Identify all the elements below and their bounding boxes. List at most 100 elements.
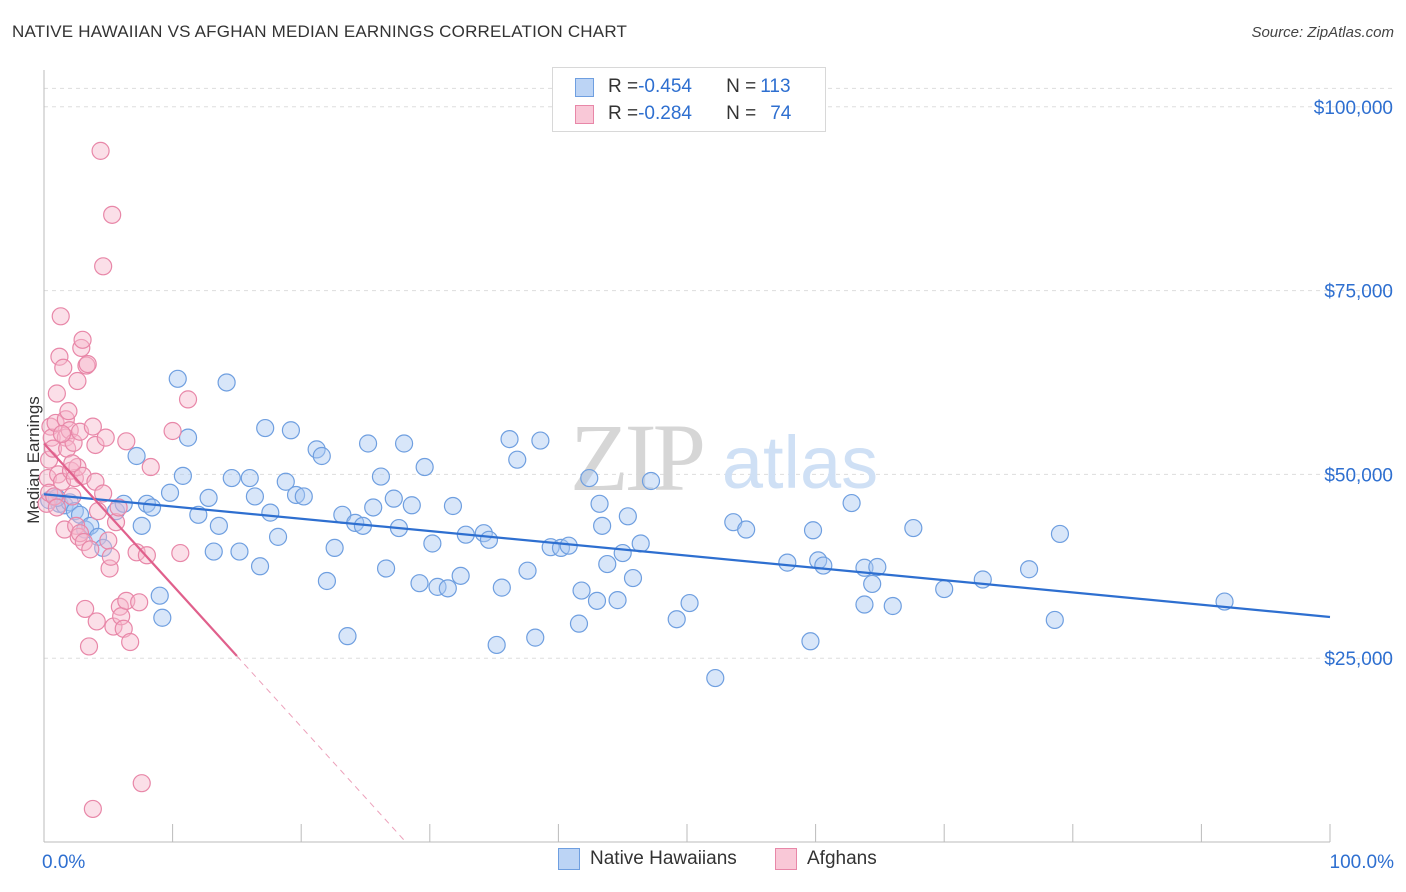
afghan-point xyxy=(70,524,90,543)
legend-label: Native Hawaiians xyxy=(590,848,737,869)
afghan-point xyxy=(132,774,151,793)
watermark-zip: ZIP xyxy=(570,404,703,511)
n-label: N = xyxy=(726,76,757,97)
r-value: -0.284 xyxy=(638,103,692,124)
native-hawaiian-point xyxy=(631,534,650,553)
afghan-point xyxy=(178,390,198,409)
native-hawaiian-point xyxy=(384,489,403,508)
native-hawaiian-point xyxy=(1019,560,1039,579)
native-hawaiian-point xyxy=(438,579,457,598)
afghan-point xyxy=(63,454,82,473)
axis-layer xyxy=(43,70,1331,843)
afghan-trend-line xyxy=(43,442,238,657)
native-hawaiian-point xyxy=(618,507,637,526)
afghan-point xyxy=(83,417,102,436)
native-hawaiian-point xyxy=(608,591,627,610)
pink-swatch xyxy=(775,848,797,870)
native-hawaiian-point xyxy=(371,467,391,486)
watermark: ZIP atlas xyxy=(570,404,878,511)
native-hawaiian-point xyxy=(855,595,874,614)
native-hawaiian-point xyxy=(443,496,463,516)
afghan-point xyxy=(46,413,65,433)
afghan-point xyxy=(73,330,92,349)
native-hawaiian-point xyxy=(479,530,499,549)
native-hawaiian-point xyxy=(376,559,396,578)
bottom-legend: Native Hawaiians Afghans xyxy=(0,848,1406,878)
n-value: 74 xyxy=(770,103,792,124)
native-hawaiian-point xyxy=(1050,524,1070,544)
legend-afghans: Afghans xyxy=(775,848,877,870)
native-hawaiian-point xyxy=(667,610,686,629)
native-hawaiian-point xyxy=(590,494,609,513)
native-hawaiian-point xyxy=(153,608,172,627)
native-hawaiian-point xyxy=(487,635,506,655)
afghan-point xyxy=(83,799,102,819)
x-tick-label-max: 100.0% xyxy=(1329,852,1394,873)
native-hawaiian-point xyxy=(230,542,249,561)
afghan-point xyxy=(117,432,136,451)
trend-layer xyxy=(43,442,1331,841)
legend-row-native-hawaiians: R = -0.454 N = 113 xyxy=(553,74,791,100)
r-label: R = xyxy=(608,103,639,124)
afghan-point xyxy=(171,543,190,563)
native-hawaiian-point xyxy=(325,538,344,558)
native-hawaiian-point xyxy=(863,574,882,594)
afghan-point xyxy=(96,428,115,447)
native-hawaiian-point xyxy=(204,542,223,561)
afghan-point xyxy=(141,457,160,477)
native-hawaiian-point xyxy=(245,487,265,506)
native-hawaiian-point xyxy=(587,591,607,610)
afghan-point xyxy=(87,612,106,631)
native-hawaiian-point xyxy=(680,593,699,613)
legend-label: Afghans xyxy=(807,848,877,869)
native-hawaiian-point xyxy=(500,429,519,449)
native-hawaiian-point xyxy=(402,496,421,515)
afghan-trend-extension xyxy=(236,655,405,841)
x-tick-label-min: 0.0% xyxy=(42,852,86,873)
r-label: R = xyxy=(608,76,639,97)
afghan-point xyxy=(130,593,149,612)
native-hawaiian-point xyxy=(935,579,954,599)
native-hawaiian-point xyxy=(451,566,470,585)
native-hawaiian-point xyxy=(842,493,861,513)
native-hawaiian-point xyxy=(580,468,599,488)
native-hawaiian-point xyxy=(178,428,198,447)
native-hawaiian-point xyxy=(276,472,295,491)
native-hawaiian-point xyxy=(778,553,797,572)
native-hawaiian-point xyxy=(312,446,331,466)
y-tick-label: $25,000 xyxy=(1324,649,1393,670)
afghan-point xyxy=(76,599,95,619)
native-hawaiian-point xyxy=(358,434,378,453)
afghan-point xyxy=(127,543,146,562)
native-hawaiian-point xyxy=(801,632,820,651)
native-hawaiian-point xyxy=(814,556,833,575)
y-tick-label: $100,000 xyxy=(1314,98,1393,119)
native-hawaiian-point xyxy=(261,503,280,522)
native-hawaiian-point xyxy=(268,527,288,546)
native-hawaiian-point xyxy=(240,468,259,488)
afghan-point xyxy=(78,354,97,374)
native-hawaiian-point xyxy=(904,518,923,538)
native-hawaiian-point xyxy=(572,581,591,600)
native-hawaiian-point xyxy=(142,498,162,517)
native-hawaiian-point xyxy=(173,466,192,485)
native-hawaiian-point xyxy=(209,516,228,535)
y-tick-label: $75,000 xyxy=(1324,282,1393,303)
afghan-point xyxy=(55,520,74,539)
afghan-point xyxy=(50,347,69,366)
native-hawaiian-point xyxy=(883,596,902,616)
legend-row-afghans: R = -0.284 N = 74 xyxy=(553,101,791,127)
native-hawaiian-point xyxy=(526,628,545,647)
afghan-point xyxy=(79,637,99,656)
afghan-point xyxy=(47,384,66,403)
native-hawaiian-point xyxy=(410,574,429,593)
n-value: 113 xyxy=(760,76,791,97)
y-tick-label: $50,000 xyxy=(1324,465,1393,486)
native-hawaiian-point xyxy=(492,578,511,597)
afghan-point xyxy=(47,498,66,517)
native-hawaiian-point xyxy=(338,627,357,646)
native-hawaiian-point xyxy=(222,468,241,488)
native-hawaiian-point xyxy=(593,516,612,535)
native-hawaiian-point xyxy=(127,446,146,466)
